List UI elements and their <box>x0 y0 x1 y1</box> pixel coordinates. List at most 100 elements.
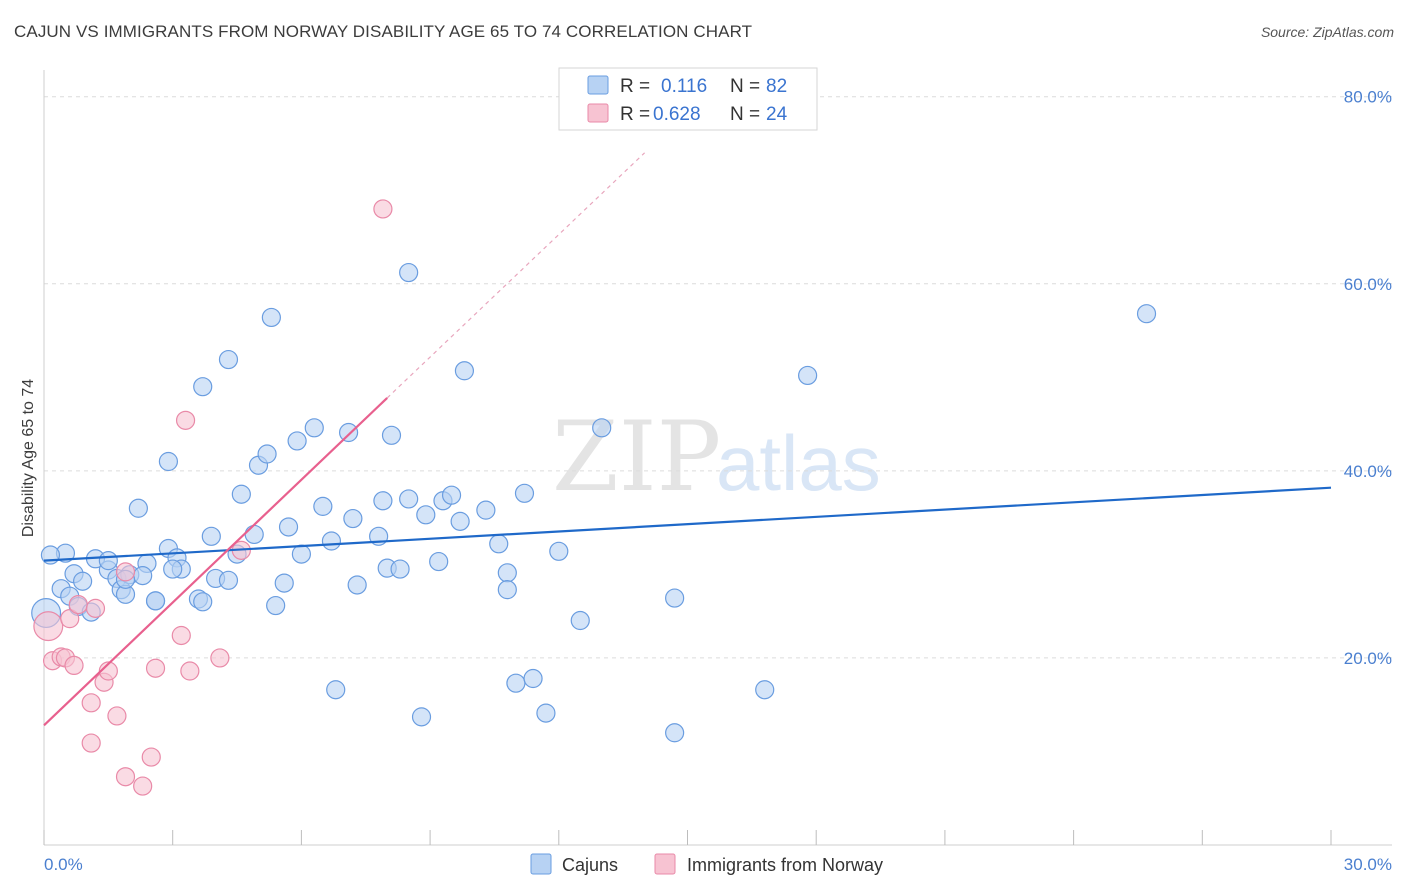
x-tick-label-min: 0.0% <box>44 855 83 874</box>
cajun-point <box>454 361 475 381</box>
bottom-legend-cajuns: Cajuns <box>562 855 618 875</box>
cajun-point <box>755 680 775 700</box>
cajun-point <box>536 703 556 723</box>
cajun-point <box>416 505 436 525</box>
cajun-point <box>506 673 526 693</box>
y-tick-label: 40.0% <box>1344 462 1392 481</box>
norway-point <box>210 648 230 668</box>
bottom-legend-swatch-cajuns <box>530 853 552 875</box>
cajun-point <box>497 563 517 583</box>
y-tick-label: 20.0% <box>1344 649 1392 668</box>
cajun-point <box>411 707 432 727</box>
y-axis-label: Disability Age 65 to 74 <box>20 379 37 537</box>
norway-point <box>107 706 127 726</box>
legend-swatch-cajuns <box>587 75 609 95</box>
legend-n-label: N = <box>730 104 760 125</box>
legend-swatch-norway <box>587 103 609 123</box>
axes <box>43 70 1392 846</box>
y-tick-label: 80.0% <box>1344 88 1392 107</box>
norway-point <box>171 625 191 646</box>
cajun-point <box>390 559 410 579</box>
norway-point <box>64 655 84 676</box>
cajun-point <box>798 365 818 386</box>
cajun-point <box>399 489 419 509</box>
cajun-point <box>304 418 324 438</box>
legend-n-value: 82 <box>766 76 787 97</box>
norway-point <box>68 595 88 615</box>
cajun-point <box>592 418 612 438</box>
cajun-point <box>133 566 153 586</box>
cajun-point <box>163 559 183 579</box>
cajun-point <box>326 680 346 700</box>
cajun-point <box>321 531 342 551</box>
legend: R = 0.116 N = 82 R = 0.628 N = 24 <box>558 67 818 131</box>
cajun-point <box>231 484 251 504</box>
cajun-point <box>244 524 264 545</box>
cajun-point <box>441 485 462 505</box>
norway-point <box>60 609 80 629</box>
y-tick-label: 60.0% <box>1344 275 1392 294</box>
legend-r-label: R = <box>620 104 650 125</box>
norway-point <box>81 693 101 713</box>
norway-point <box>141 747 161 767</box>
norway-point <box>175 410 196 430</box>
cajun-point <box>343 508 363 529</box>
cajun-point <box>381 425 402 445</box>
cajun-point <box>73 571 93 591</box>
norway-point <box>115 767 136 787</box>
cajun-point <box>158 451 179 472</box>
cajun-point <box>665 723 685 743</box>
cajun-point <box>313 496 333 516</box>
cajun-point <box>549 541 569 561</box>
norway-point <box>85 598 106 618</box>
cajun-point <box>476 500 496 520</box>
bottom-legend-norway: Immigrants from Norway <box>687 855 883 875</box>
cajun-point <box>193 592 213 612</box>
norway-point <box>373 199 393 219</box>
cajun-point <box>98 551 118 571</box>
cajun-point <box>287 431 307 451</box>
cajun-point <box>193 377 213 397</box>
cajun-point <box>278 517 299 537</box>
cajun-point <box>261 307 281 328</box>
cajun-point <box>570 610 590 631</box>
cajun-point <box>523 668 543 689</box>
cajun-point <box>399 262 419 283</box>
norway-point <box>133 776 153 796</box>
norway-point <box>180 661 200 681</box>
cajun-point <box>145 591 166 611</box>
trend-lines <box>43 152 1332 727</box>
cajun-point <box>128 498 148 518</box>
grid-lines <box>44 96 1392 659</box>
x-tick-label-max: 30.0% <box>1344 855 1392 874</box>
cajun-point <box>497 580 517 600</box>
norway-point <box>145 658 166 678</box>
cajun-point <box>274 573 294 593</box>
cajun-point <box>218 570 239 590</box>
cajun-point <box>450 511 470 531</box>
norway-trend-line <box>43 397 388 727</box>
cajun-point <box>429 551 449 572</box>
source-label: Source: ZipAtlas.com <box>1260 24 1394 40</box>
cajun-point <box>489 534 509 554</box>
cajun-point <box>291 544 311 564</box>
cajun-point <box>1136 304 1157 324</box>
x-axis-ticks <box>43 830 1332 845</box>
cajun-point <box>266 595 286 616</box>
series-norway <box>33 199 393 796</box>
cajun-point <box>338 422 359 443</box>
legend-n-value: 24 <box>766 104 788 125</box>
legend-n-label: N = <box>730 76 760 97</box>
watermark-zip: ZIP <box>552 401 721 513</box>
cajun-trend-line <box>43 486 1332 562</box>
norway-point <box>33 611 64 642</box>
norway-point <box>81 733 101 753</box>
bottom-legend: Cajuns Immigrants from Norway <box>530 853 883 875</box>
cajun-point <box>347 575 367 595</box>
legend-r-label: R = <box>620 76 650 97</box>
y-tick-labels: 20.0% 40.0% 60.0% 80.0% <box>1344 88 1392 668</box>
norway-point <box>115 562 136 582</box>
watermark-atlas: atlas <box>716 419 881 507</box>
legend-r-value: 0.628 <box>653 104 701 125</box>
